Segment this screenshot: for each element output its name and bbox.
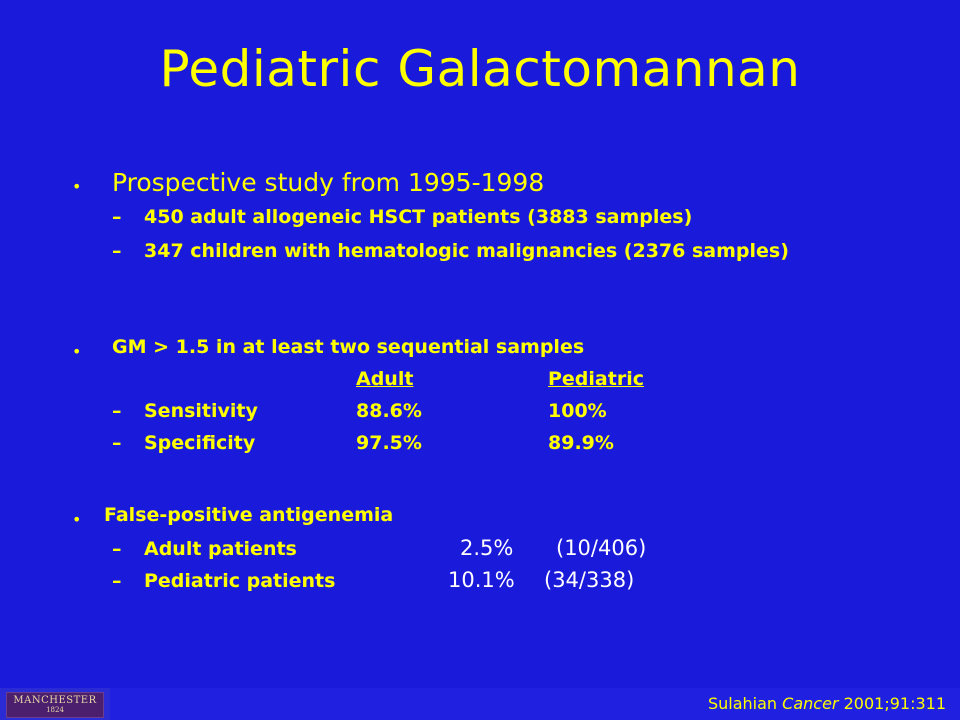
row-dash: – [112, 432, 122, 454]
logo-year: 1824 [46, 706, 64, 714]
footer-bar [110, 688, 960, 720]
section1-heading: Prospective study from 1995-1998 [112, 168, 545, 197]
section1-dash-2: – [112, 240, 122, 262]
cell-adult-ratio: (10/406) [556, 536, 647, 560]
cell-adult-pct: 2.5% [460, 536, 514, 560]
row-dash: – [112, 538, 122, 560]
row-dash: – [112, 400, 122, 422]
logo-crest-icon: MANCHESTER 1824 [6, 692, 104, 718]
cell-adult-specificity: 97.5% [356, 432, 422, 454]
row-label-pediatric-patients: Pediatric patients [144, 570, 336, 592]
cell-pediatric-specificity: 89.9% [548, 432, 614, 454]
row-label-adult-patients: Adult patients [144, 538, 297, 560]
bullet-icon: • [72, 510, 82, 529]
citation-ref: 2001;91:311 [843, 694, 946, 713]
cell-pediatric-pct: 10.1% [448, 568, 515, 592]
cell-pediatric-sensitivity: 100% [548, 400, 607, 422]
citation-journal: Cancer [782, 694, 839, 713]
section1-dash-1: – [112, 206, 122, 228]
slide-title: Pediatric Galactomannan [159, 40, 801, 98]
logo-name: MANCHESTER [13, 695, 97, 706]
citation-author: Sulahian [707, 694, 778, 713]
column-header-pediatric: Pediatric [548, 368, 644, 390]
university-logo: MANCHESTER 1824 [0, 688, 110, 720]
bullet-icon: • [72, 177, 82, 196]
citation: Sulahian Cancer 2001;91:311 [708, 694, 946, 713]
cell-pediatric-ratio: (34/338) [544, 568, 635, 592]
section3-heading: False-positive antigenemia [104, 504, 394, 526]
column-header-adult: Adult [356, 368, 414, 390]
row-dash: – [112, 570, 122, 592]
cell-adult-sensitivity: 88.6% [356, 400, 422, 422]
section1-item-1: 450 adult allogeneic HSCT patients (3883… [144, 206, 693, 228]
row-label-specificity: Specificity [144, 432, 256, 454]
section2-heading: GM > 1.5 in at least two sequential samp… [112, 336, 585, 358]
bullet-icon: • [72, 342, 82, 361]
section1-item-2: 347 children with hematologic malignanci… [144, 240, 789, 262]
row-label-sensitivity: Sensitivity [144, 400, 258, 422]
